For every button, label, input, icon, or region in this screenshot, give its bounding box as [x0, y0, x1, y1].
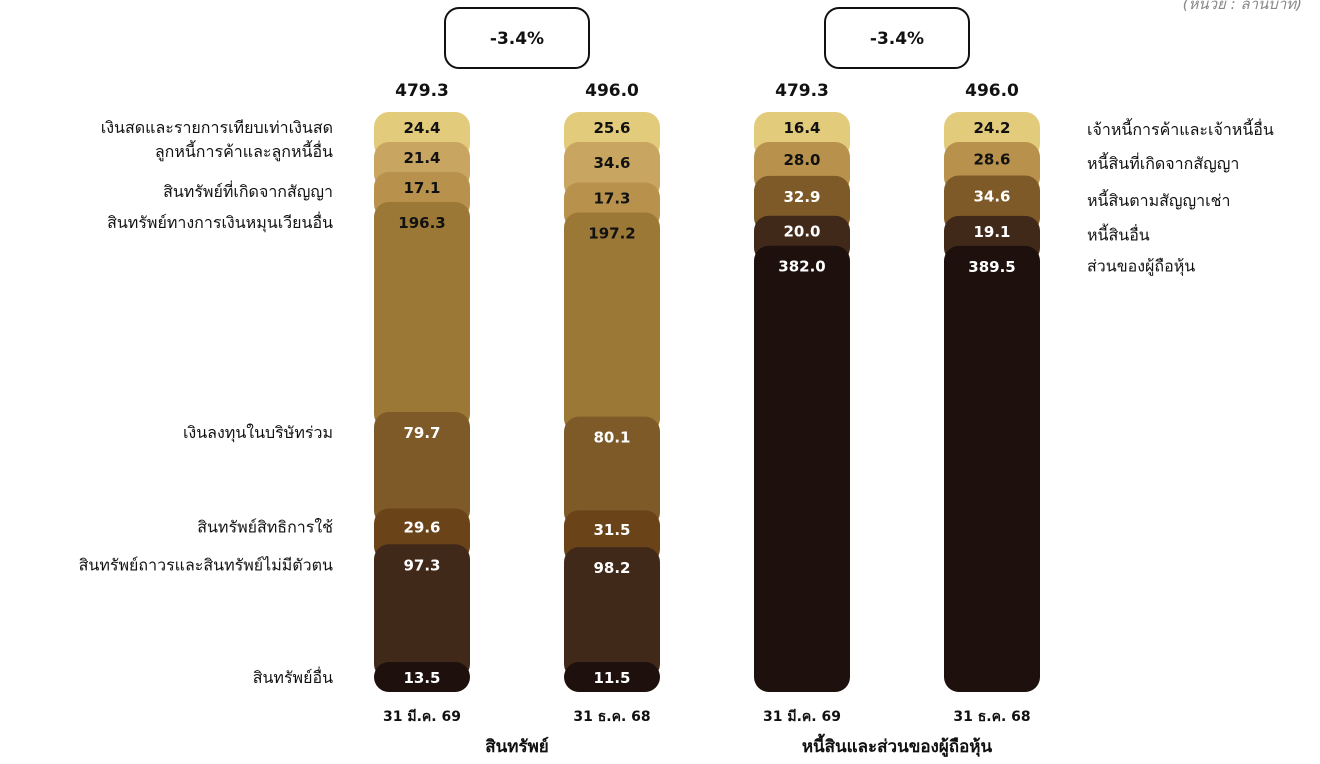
group-title: สินทรัพย์: [485, 736, 549, 757]
category-label: 31 ธ.ค. 68: [573, 709, 650, 725]
legend-label-liability: เจ้าหนี้การค้าและเจ้าหนี้อื่น: [1087, 118, 1274, 139]
data-label: 197.2: [588, 224, 635, 242]
data-label: 13.5: [403, 669, 440, 687]
change-box: [824, 7, 970, 69]
data-label: 28.0: [783, 151, 820, 169]
bar-total: 496.0: [965, 81, 1019, 101]
data-label: 28.6: [973, 151, 1010, 169]
unit-label: (หน่วย : ล้านบาท): [1182, 0, 1302, 13]
data-label: 19.1: [973, 223, 1010, 241]
change-label: -3.4%: [870, 29, 924, 49]
legend-label-asset: สินทรัพย์ถาวรและสินทรัพย์ไม่มีตัวตน: [79, 555, 333, 574]
legend-label-asset: เงินสดและรายการเทียบเท่าเงินสด: [101, 118, 333, 137]
change-label: -3.4%: [490, 29, 544, 49]
data-label: 17.1: [403, 179, 440, 197]
legend-label-liability: หนี้สินอื่น: [1087, 224, 1150, 245]
data-label: 11.5: [593, 669, 630, 687]
legend-label-liability: หนี้สินตามสัญญาเช่า: [1087, 189, 1230, 210]
data-label: 16.4: [783, 119, 820, 137]
bar-segment: [564, 547, 660, 679]
bar-segment: [944, 245, 1040, 692]
legend-label-asset: สินทรัพย์ที่เกิดจากสัญญา: [163, 180, 333, 201]
change-box: [444, 7, 590, 69]
bar-segment: [564, 416, 660, 528]
bar-segment: [754, 245, 850, 692]
data-label: 32.9: [783, 188, 820, 206]
data-label: 21.4: [403, 149, 440, 167]
bar-segment: [374, 544, 470, 679]
bar-total: 479.3: [395, 81, 449, 101]
legend-label-liability: ส่วนของผู้ถือหุ้น: [1087, 257, 1195, 277]
data-label: 17.3: [593, 189, 630, 207]
bar-segment: [374, 411, 470, 526]
legend-label-asset: ลูกหนี้การค้าและลูกหนี้อื่น: [155, 140, 333, 162]
data-label: 97.3: [403, 556, 440, 574]
data-label: 24.4: [403, 119, 440, 137]
bar-segment: [374, 662, 470, 692]
data-label: 31.5: [593, 521, 630, 539]
data-label: 98.2: [593, 559, 630, 577]
data-label: 80.1: [593, 429, 630, 447]
data-label: 79.7: [403, 424, 440, 442]
data-label: 20.0: [783, 223, 820, 241]
legend-label-asset: สินทรัพย์ทางการเงินหมุนเวียนอื่น: [107, 211, 333, 233]
data-label: 389.5: [968, 258, 1015, 276]
data-label: 25.6: [593, 119, 630, 137]
legend-label-liability: หนี้สินที่เกิดจากสัญญา: [1087, 152, 1239, 173]
category-label: 31 มี.ค. 69: [383, 709, 461, 725]
bar-total: 479.3: [775, 81, 829, 101]
data-label: 382.0: [778, 258, 825, 276]
data-label: 196.3: [398, 214, 445, 232]
bar-segment: [564, 662, 660, 692]
group-title: หนี้สินและส่วนของผู้ถือหุ้น: [802, 733, 993, 758]
bar-total: 496.0: [585, 81, 639, 101]
legend-label-asset: เงินลงทุนในบริษัทร่วม: [183, 423, 333, 443]
legend-label-asset: สินทรัพย์สิทธิการใช้: [197, 517, 333, 536]
bar-segment: [374, 202, 470, 429]
data-label: 34.6: [593, 154, 630, 172]
bar-segment: [564, 212, 660, 434]
data-label: 34.6: [973, 187, 1010, 205]
data-label: 29.6: [403, 518, 440, 536]
data-label: 24.2: [973, 119, 1010, 137]
category-label: 31 มี.ค. 69: [763, 709, 841, 725]
category-label: 31 ธ.ค. 68: [953, 709, 1030, 725]
legend-label-asset: สินทรัพย์อื่น: [253, 666, 333, 687]
